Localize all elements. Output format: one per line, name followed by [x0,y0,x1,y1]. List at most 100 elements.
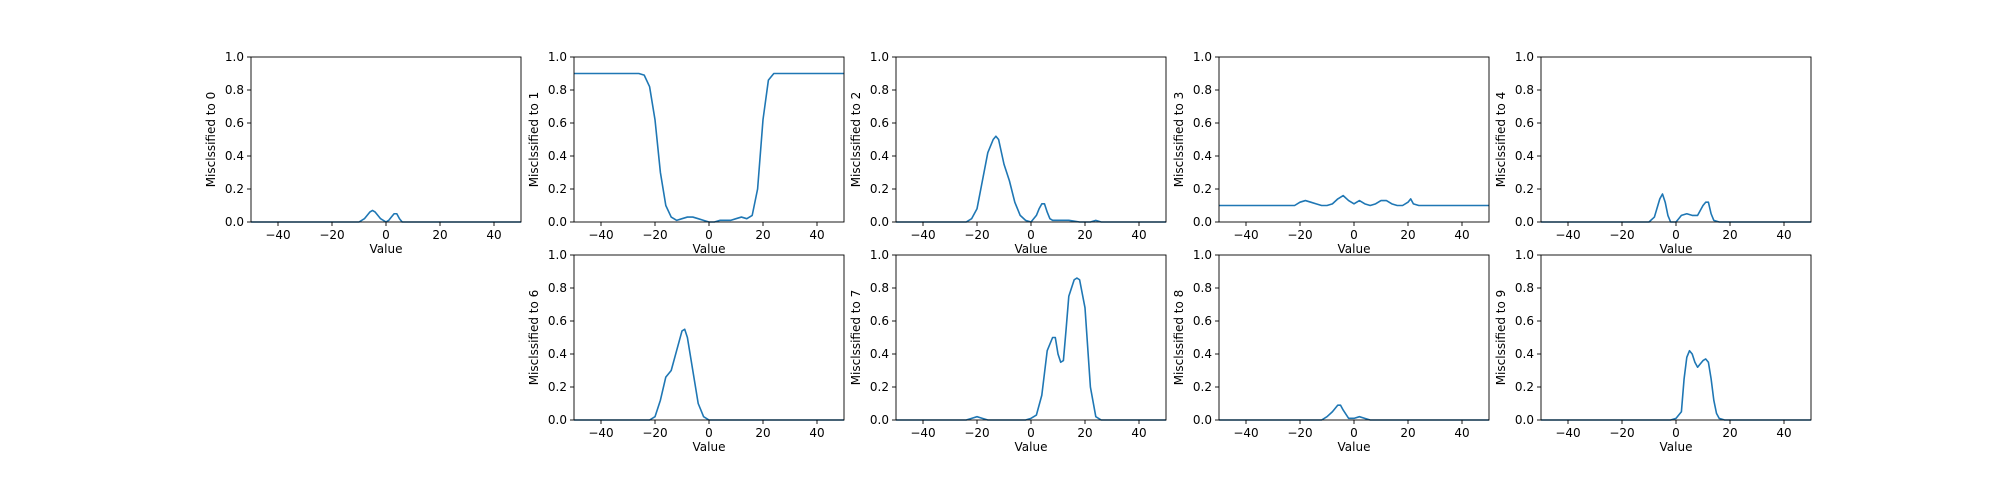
y-tick-label: 0.4 [870,347,889,361]
x-axis-label: Value [693,242,726,256]
x-tick-label: 40 [486,228,501,242]
chart-panel-1: −40 −20 0 20 40 0.0 0.2 0.4 0.6 0.8 1.0 Value Miscls… [527,50,845,256]
x-tick-label: 20 [1722,228,1737,242]
series-line [1219,404,1489,421]
y-tick-label: 0.2 [1193,380,1212,394]
x-tick-label: 0 [1027,228,1035,242]
y-tick-label: 0.6 [1193,314,1212,328]
x-tick-label: 0 [382,228,390,242]
y-axis-label: Misclssified to 8 [1172,290,1186,386]
x-tick-label: 20 [1077,228,1092,242]
y-tick-label: 0.8 [548,281,567,295]
y-tick-label: 1.0 [225,50,244,64]
y-tick-label: 0.2 [548,380,567,394]
y-tick-label: 0.4 [548,149,567,163]
y-tick-label: 0.4 [225,149,244,163]
y-tick-label: 0.8 [870,281,889,295]
x-tick-label: 0 [1350,228,1358,242]
series-line [251,209,521,223]
x-axis-label: Value [1660,440,1693,454]
y-axis-label: Misclssified to 7 [849,290,863,386]
x-tick-label: 20 [755,426,770,440]
x-tick-label: 0 [1027,426,1035,440]
x-tick-label: −40 [1233,228,1258,242]
x-axis-label: Value [1660,242,1693,256]
x-tick-label: 20 [1400,426,1415,440]
x-tick-label: 0 [1350,426,1358,440]
y-tick-label: 1.0 [1193,248,1212,262]
y-tick-label: 0.2 [1193,182,1212,196]
y-tick-label: 0.8 [548,83,567,97]
x-tick-label: −40 [1233,426,1258,440]
y-tick-label: 0.6 [870,314,889,328]
x-tick-label: 20 [1722,426,1737,440]
x-tick-label: 40 [1776,228,1791,242]
x-tick-label: −40 [1555,228,1580,242]
x-tick-label: −40 [588,426,613,440]
y-tick-label: 0.0 [870,413,889,427]
y-tick-label: 0.6 [225,116,244,130]
y-tick-label: 0.0 [870,215,889,229]
y-tick-label: 1.0 [548,248,567,262]
y-tick-label: 0.4 [1515,347,1534,361]
x-tick-label: −40 [910,426,935,440]
y-tick-label: 0.0 [1193,413,1212,427]
y-tick-label: 0.0 [548,413,567,427]
x-tick-label: −40 [588,228,613,242]
x-tick-label: 40 [1776,426,1791,440]
x-tick-label: 0 [1672,426,1680,440]
x-axis-label: Value [1338,242,1371,256]
y-tick-label: 1.0 [1193,50,1212,64]
x-tick-label: 20 [1400,228,1415,242]
chart-panel-4: −40 −20 0 20 40 0.0 0.2 0.4 0.6 0.8 1.0 Value Miscls… [1494,50,1812,256]
series-line [896,277,1166,421]
x-tick-label: 20 [432,228,447,242]
y-tick-label: 0.4 [1515,149,1534,163]
x-tick-label: 40 [1454,426,1469,440]
x-tick-label: −20 [1609,228,1634,242]
y-axis-label: Misclssified to 3 [1172,92,1186,188]
y-tick-label: 0.2 [1515,380,1534,394]
x-tick-label: −40 [910,228,935,242]
x-tick-label: 40 [809,228,824,242]
y-tick-label: 0.4 [548,347,567,361]
chart-panel-3: −40 −20 0 20 40 0.0 0.2 0.4 0.6 0.8 1.0 Value Miscls… [1172,50,1490,256]
x-tick-label: −20 [1609,426,1634,440]
chart-panel-6: −40 −20 0 20 40 0.0 0.2 0.4 0.6 0.8 1.0 Value Miscls… [849,248,1167,454]
chart-panel-5: −40 −20 0 20 40 0.0 0.2 0.4 0.6 0.8 1.0 Value Miscls… [527,248,845,454]
y-tick-label: 0.8 [870,83,889,97]
y-tick-label: 1.0 [870,50,889,64]
y-tick-label: 1.0 [1515,50,1534,64]
y-axis-label: Misclssified to 6 [527,290,541,386]
x-tick-label: 20 [755,228,770,242]
y-tick-label: 1.0 [548,50,567,64]
x-tick-label: 20 [1077,426,1092,440]
x-tick-label: −20 [964,228,989,242]
y-tick-label: 0.8 [225,83,244,97]
x-tick-label: −20 [964,426,989,440]
x-tick-label: −20 [642,426,667,440]
y-tick-label: 0.2 [870,380,889,394]
y-tick-label: 0.0 [1515,413,1534,427]
y-tick-label: 0.0 [548,215,567,229]
x-tick-label: −20 [319,228,344,242]
x-tick-label: −20 [1287,426,1312,440]
x-tick-label: 0 [705,228,713,242]
series-line [574,328,844,421]
y-axis-label: Misclssified to 4 [1494,92,1508,188]
y-axis-label: Misclssified to 9 [1494,290,1508,386]
x-tick-label: 40 [809,426,824,440]
y-tick-label: 0.2 [548,182,567,196]
x-tick-label: 0 [705,426,713,440]
chart-panel-7: −40 −20 0 20 40 0.0 0.2 0.4 0.6 0.8 1.0 Value Miscls… [1172,248,1490,454]
y-tick-label: 0.4 [870,149,889,163]
x-tick-label: 40 [1131,228,1146,242]
y-tick-label: 0.8 [1515,83,1534,97]
series-line [1541,349,1811,421]
y-tick-label: 0.6 [1515,314,1534,328]
x-tick-label: −40 [265,228,290,242]
y-axis-label: Misclssified to 0 [204,92,218,188]
x-axis-label: Value [1015,242,1048,256]
y-tick-label: 0.6 [870,116,889,130]
